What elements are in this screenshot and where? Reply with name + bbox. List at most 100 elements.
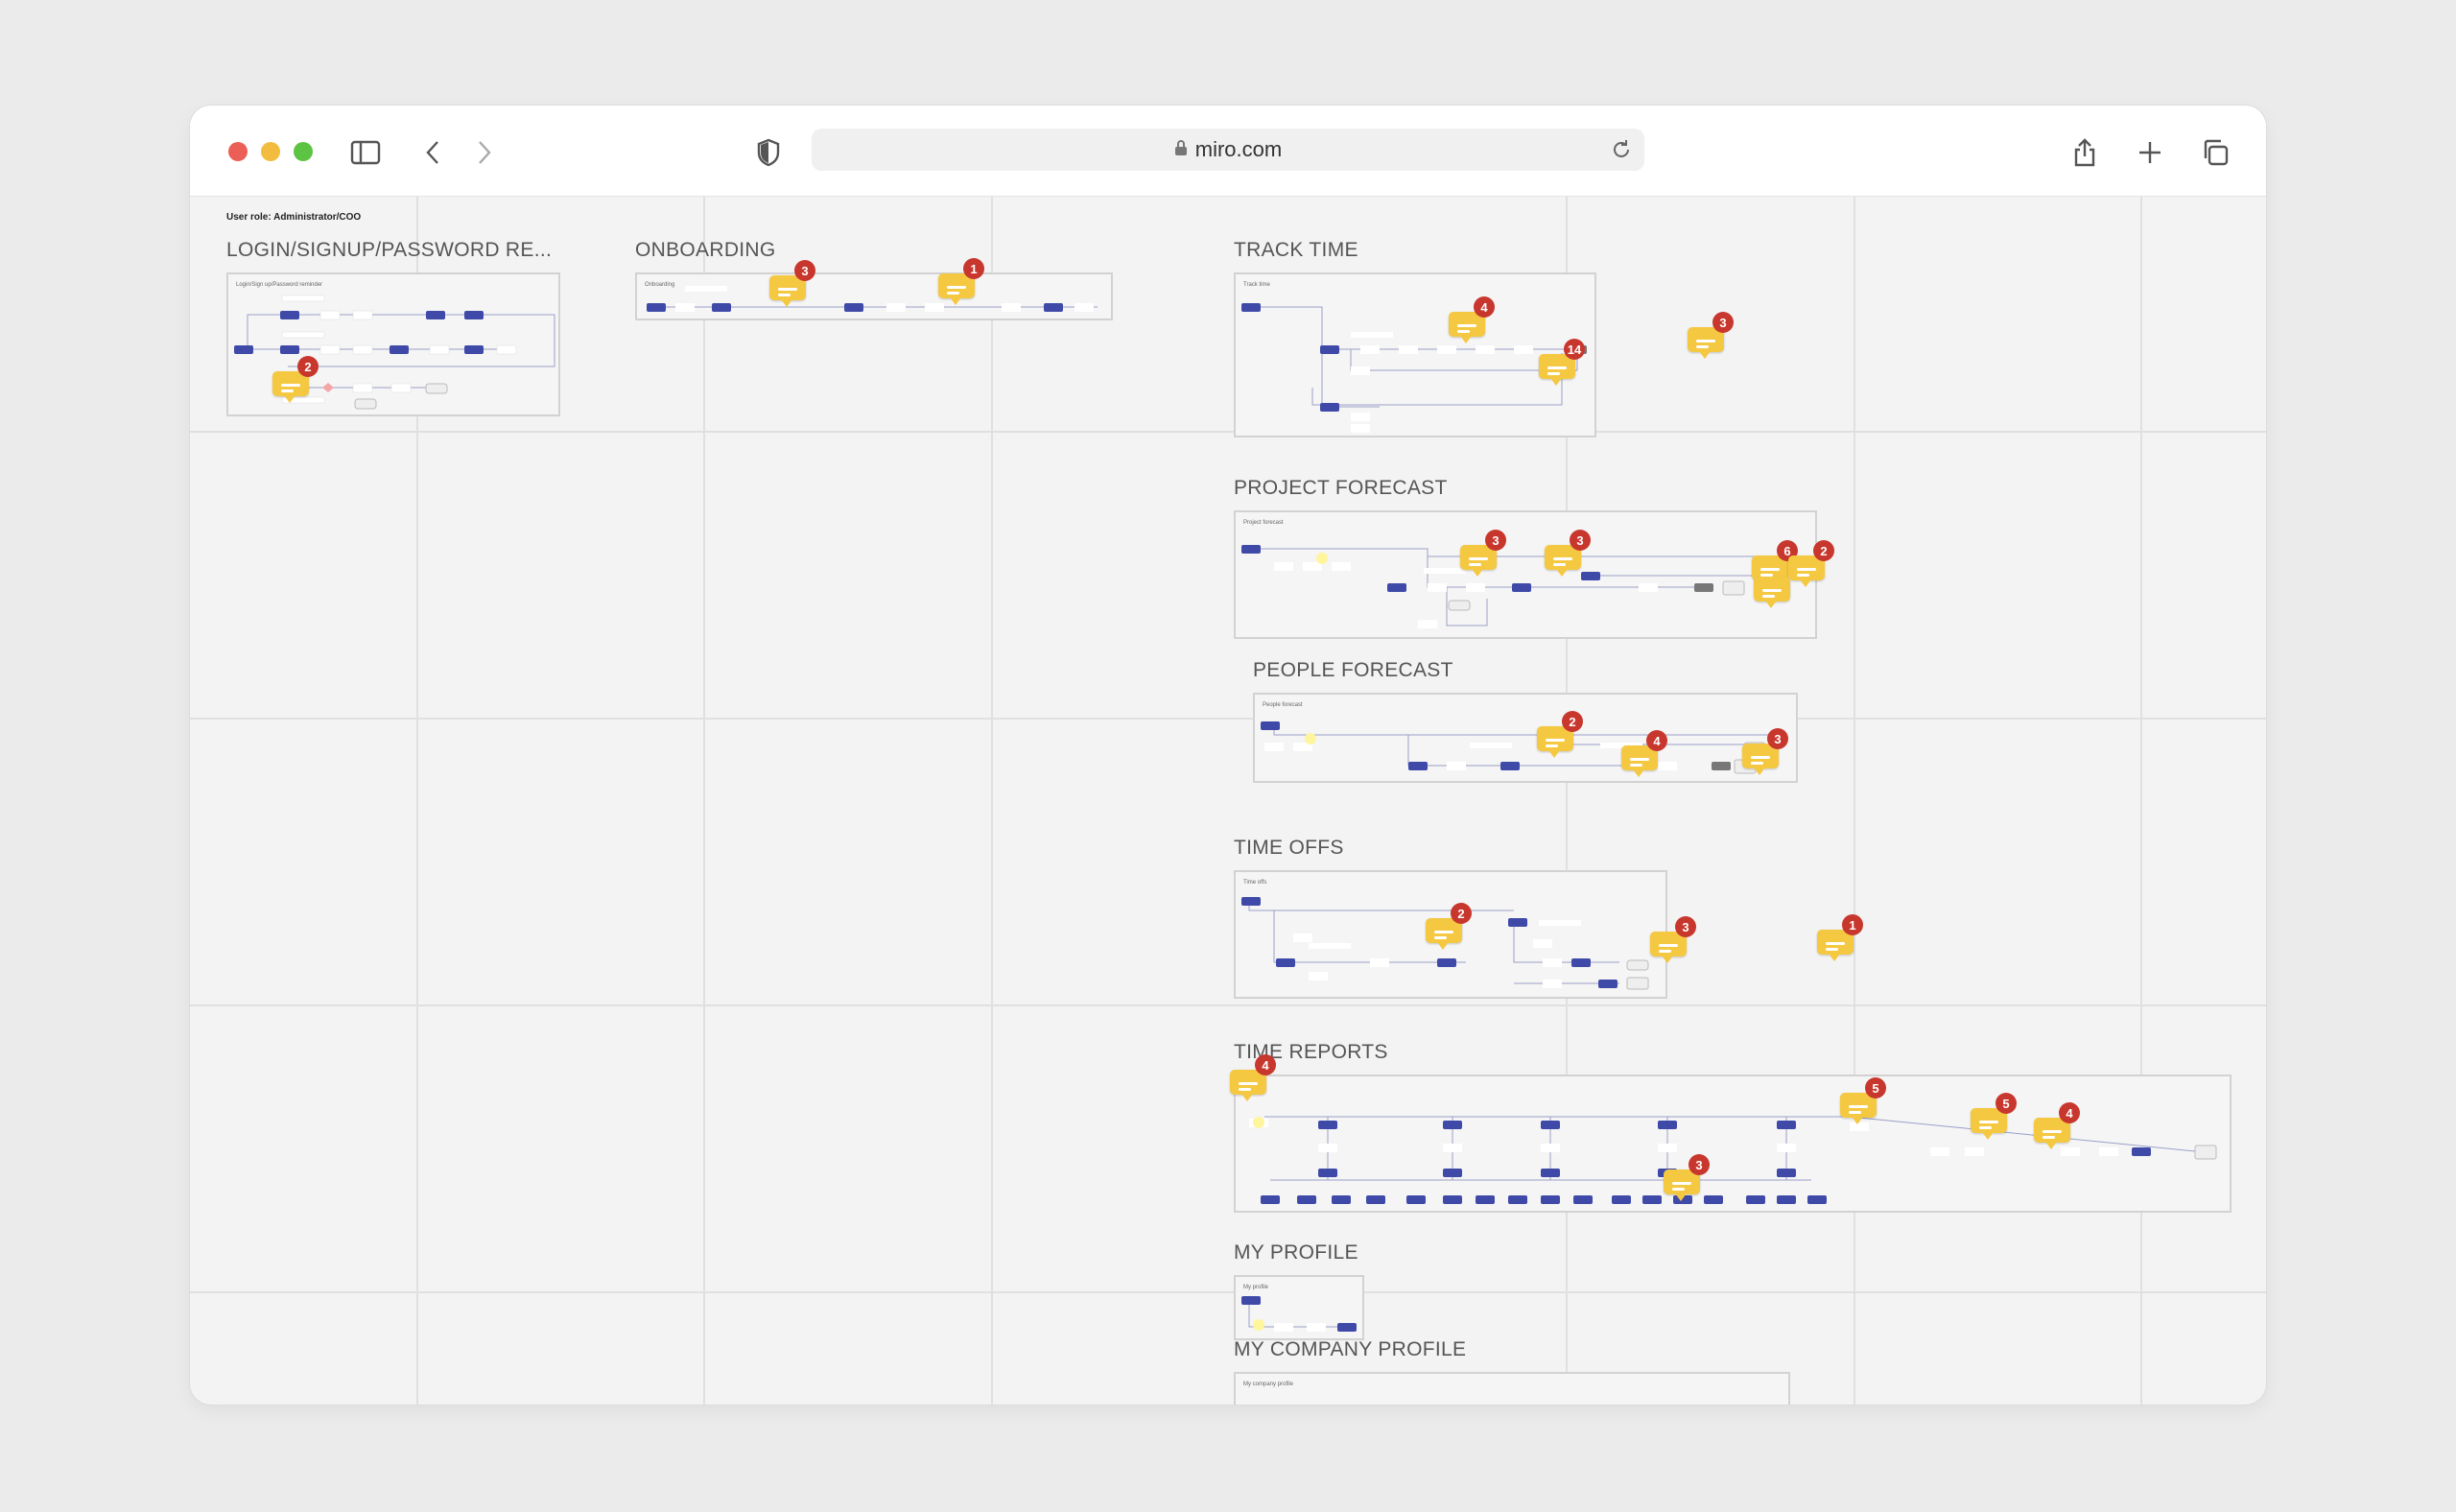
comment-marker[interactable]: 3	[769, 260, 815, 307]
comment-count-badge: 3	[1675, 916, 1696, 937]
comment-count-badge: 3	[1485, 530, 1506, 551]
comment-marker[interactable]: 4	[1449, 296, 1495, 343]
grid-line	[190, 1291, 2266, 1293]
flow-frame-project-forecast[interactable]: Project forecast	[1234, 510, 1817, 639]
flow-frame-time-reports[interactable]	[1234, 1075, 2232, 1213]
grid-line	[1854, 197, 1855, 1405]
grid-line	[190, 431, 2266, 433]
comment-marker[interactable]: 5	[1840, 1077, 1886, 1124]
grid-line	[1566, 197, 1568, 1405]
frame-label: Login/Sign up/Password reminder	[236, 282, 323, 288]
frame-label: People forecast	[1263, 702, 1303, 708]
comment-count-badge: 1	[963, 258, 984, 279]
user-role-label: User role: Administrator/COO	[226, 212, 362, 223]
frame-label: Track time	[1243, 282, 1270, 288]
comment-count-badge: 5	[1865, 1077, 1886, 1099]
reload-icon[interactable]	[1610, 138, 1633, 167]
section-title-track-time: TRACK TIME	[1234, 239, 1358, 261]
new-tab-icon[interactable]	[2134, 136, 2166, 169]
comment-marker[interactable]: 2	[1537, 711, 1583, 758]
comment-marker[interactable]: 3	[1688, 312, 1734, 359]
miro-board-canvas[interactable]: User role: Administrator/COO LOGIN/SIGNU…	[190, 197, 2266, 1405]
grid-line	[190, 718, 2266, 720]
frame-label: My profile	[1243, 1285, 1269, 1290]
grid-line	[991, 197, 993, 1405]
flow-frame-my-company-profile[interactable]: My company profile	[1234, 1372, 1790, 1405]
comment-count-badge: 1	[1842, 914, 1863, 935]
comment-count-badge: 3	[794, 260, 815, 281]
address-bar[interactable]: miro.com	[812, 129, 1644, 171]
comment-marker[interactable]: 2	[1426, 903, 1472, 950]
comment-marker[interactable]: 5	[1971, 1093, 2017, 1140]
comment-marker[interactable]: 4	[1621, 730, 1667, 777]
section-title-login: LOGIN/SIGNUP/PASSWORD RE...	[226, 239, 553, 261]
grid-line	[190, 1004, 2266, 1006]
comment-marker[interactable]: 1	[938, 258, 984, 305]
flow-frame-my-profile[interactable]: My profile	[1234, 1275, 1364, 1340]
section-title-my-company-profile: MY COMPANY PROFILE	[1234, 1338, 1467, 1360]
comment-count-badge: 4	[1255, 1054, 1276, 1075]
comment-marker[interactable]: 3	[1742, 728, 1788, 775]
minimize-button[interactable]	[261, 142, 280, 161]
comment-count-badge: 14	[1564, 339, 1585, 360]
comment-count-badge: 4	[2059, 1102, 2080, 1123]
comment-count-badge: 2	[1813, 540, 1834, 561]
frame-label: My company profile	[1243, 1382, 1294, 1387]
comment-count-badge: 3	[1688, 1154, 1710, 1175]
flowchart-diagram	[1241, 303, 1587, 433]
frame-label: Onboarding	[645, 282, 675, 288]
comment-marker[interactable]: 14	[1539, 339, 1585, 386]
close-button[interactable]	[228, 142, 248, 161]
comment-marker[interactable]: 2	[1788, 540, 1834, 587]
comment-marker[interactable]: 3	[1664, 1154, 1710, 1201]
grid-line	[703, 197, 705, 1405]
flow-frame-track-time[interactable]: Track time	[1234, 272, 1596, 437]
grid-line	[2140, 197, 2142, 1405]
flowchart-diagram	[1241, 897, 1649, 990]
flowchart-diagram	[234, 295, 555, 410]
comment-marker[interactable]: 2	[272, 356, 319, 403]
flowchart-diagram	[1249, 1116, 2217, 1204]
browser-window: miro.com User role: Administrator/COO LO…	[190, 106, 2266, 1405]
flowchart-diagram	[1261, 721, 1773, 774]
browser-toolbar: miro.com	[190, 106, 2266, 197]
comment-count-badge: 4	[1646, 730, 1667, 751]
section-title-time-offs: TIME OFFS	[1234, 837, 1344, 859]
back-icon[interactable]	[416, 136, 449, 169]
sidebar-icon[interactable]	[349, 136, 382, 169]
flowchart-diagram	[1241, 1296, 1357, 1332]
comment-count-badge: 3	[1767, 728, 1788, 749]
flow-frame-people-forecast[interactable]: People forecast	[1253, 693, 1798, 783]
flowchart-diagram	[1241, 545, 1801, 628]
url-text: miro.com	[1194, 137, 1283, 161]
share-icon[interactable]	[2068, 136, 2101, 169]
comment-count-badge: 2	[1451, 903, 1472, 924]
comment-marker[interactable]: 3	[1650, 916, 1696, 963]
comment-count-badge: 2	[1562, 711, 1583, 732]
grid-line	[416, 197, 418, 1405]
comment-marker[interactable]: 4	[1230, 1054, 1276, 1101]
comment-count-badge: 3	[1712, 312, 1734, 333]
comment-count-badge: 4	[1474, 296, 1495, 318]
comment-marker[interactable]	[1754, 573, 1792, 608]
frame-label: Time offs	[1243, 880, 1267, 886]
comment-marker[interactable]: 4	[2034, 1102, 2080, 1149]
section-title-project-forecast: PROJECT FORECAST	[1234, 477, 1448, 499]
comment-marker[interactable]: 3	[1460, 530, 1506, 577]
section-title-people-forecast: PEOPLE FORECAST	[1253, 659, 1453, 681]
comment-marker[interactable]: 3	[1545, 530, 1591, 577]
comment-count-badge: 5	[1996, 1093, 2017, 1114]
section-title-onboarding: ONBOARDING	[635, 239, 776, 261]
forward-icon[interactable]	[468, 136, 501, 169]
section-title-my-profile: MY PROFILE	[1234, 1241, 1358, 1264]
flowchart-diagram	[647, 286, 1098, 312]
lock-icon	[1174, 137, 1188, 162]
comment-marker[interactable]: 1	[1817, 914, 1863, 961]
zoom-button[interactable]	[294, 142, 313, 161]
flow-frame-onboarding[interactable]: Onboarding	[635, 272, 1113, 320]
shield-icon[interactable]	[752, 136, 785, 169]
frame-label: Project forecast	[1243, 520, 1284, 526]
comment-count-badge: 2	[297, 356, 319, 377]
comment-count-badge: 3	[1570, 530, 1591, 551]
tabs-icon[interactable]	[2199, 136, 2232, 169]
